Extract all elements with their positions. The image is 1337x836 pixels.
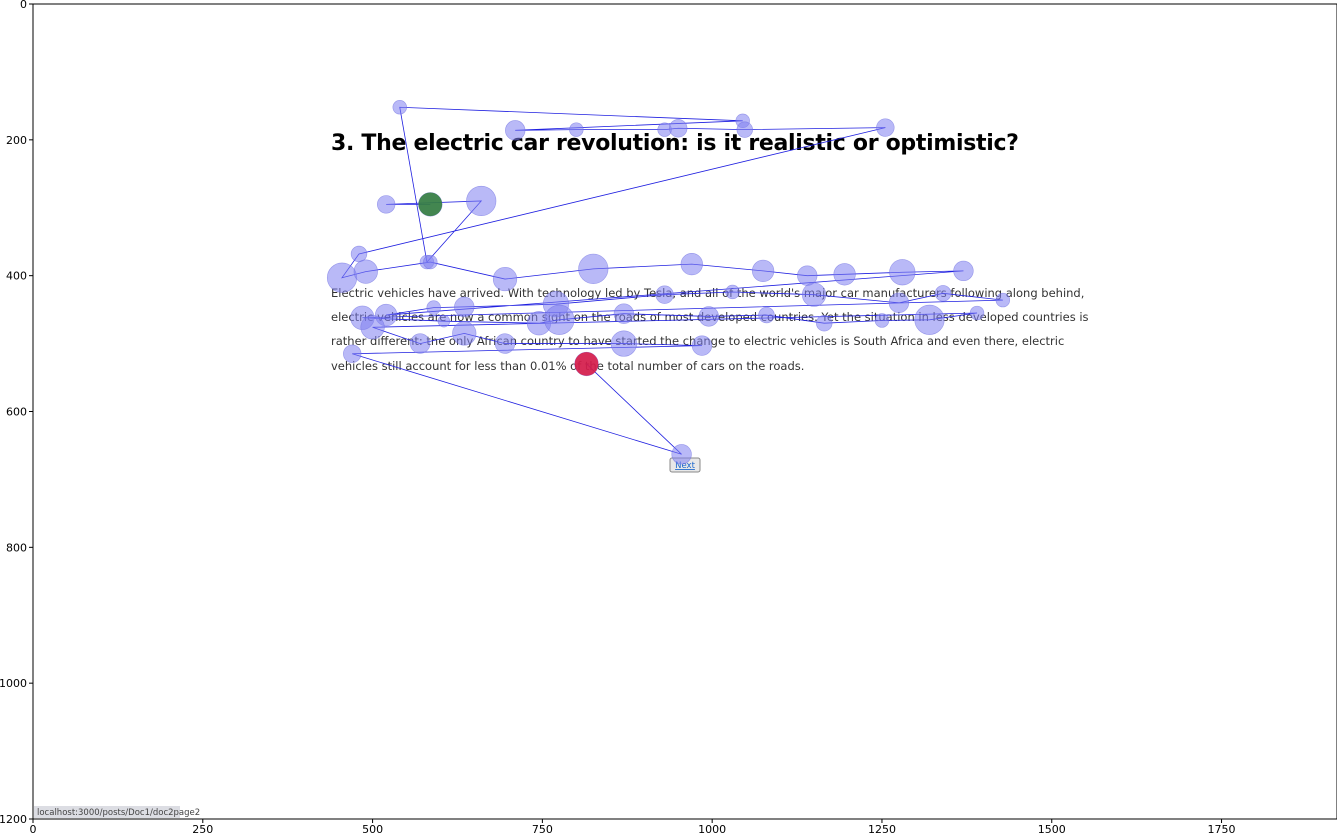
fixation-point xyxy=(466,185,497,217)
fixation-point xyxy=(454,296,475,318)
y-tick-label: 400 xyxy=(6,270,27,283)
fixation-point xyxy=(725,284,740,300)
x-tick-label: 1250 xyxy=(868,823,896,836)
fixation-point xyxy=(392,100,407,115)
fixation-point xyxy=(801,282,827,307)
x-tick-label: 500 xyxy=(362,823,383,836)
fixation-point xyxy=(360,315,385,340)
fixation-point xyxy=(423,254,438,270)
fixation-point xyxy=(797,265,818,286)
fixation-point xyxy=(544,304,575,335)
fixation-point xyxy=(610,330,637,357)
next-button-label[interactable]: Next xyxy=(675,461,695,471)
y-tick-label: 1000 xyxy=(0,677,27,690)
fixation-point xyxy=(613,303,635,324)
fixation-point xyxy=(669,119,688,138)
fixation-point xyxy=(698,306,719,327)
fixation-point xyxy=(833,263,856,286)
y-tick-label: 800 xyxy=(6,541,27,554)
y-tick-label: 1200 xyxy=(0,813,27,826)
start-fixation xyxy=(418,192,443,217)
fixation-point xyxy=(437,314,451,328)
fixation-point xyxy=(409,333,431,354)
fixation-point xyxy=(889,259,916,286)
fixation-point xyxy=(671,444,692,465)
fixation-point xyxy=(816,315,833,332)
fixation-point xyxy=(353,259,378,284)
fixation-point xyxy=(953,260,974,282)
fixation-point xyxy=(876,118,895,137)
fixation-point xyxy=(995,292,1011,308)
fixation-point xyxy=(452,321,477,346)
fixation-point xyxy=(934,285,952,302)
x-tick-label: 250 xyxy=(192,823,213,836)
fixation-point xyxy=(326,262,358,293)
fixation-point xyxy=(655,285,674,304)
fixation-point xyxy=(350,245,368,263)
fixation-point xyxy=(874,313,890,328)
paragraph-line-4: vehicles still account for less than 0.0… xyxy=(331,359,804,373)
fixation-point xyxy=(494,333,516,354)
fixation-point xyxy=(691,335,713,356)
end-fixation xyxy=(574,352,599,376)
fixation-point xyxy=(505,120,526,141)
fixation-point xyxy=(377,195,396,214)
fixation-point xyxy=(492,266,518,292)
fixation-point xyxy=(914,304,945,335)
x-tick-label: 750 xyxy=(532,823,553,836)
y-tick-label: 600 xyxy=(6,406,27,419)
y-tick-label: 0 xyxy=(20,0,27,11)
x-tick-label: 1000 xyxy=(698,823,726,836)
status-url: localhost:3000/posts/Doc1/doc2page2 xyxy=(37,808,200,818)
x-tick-label: 1500 xyxy=(1038,823,1066,836)
fixation-point xyxy=(569,122,584,137)
axis-ticks: 0 250 500 750 1000 1250 1500 1750 0 200 400 600 800 1… xyxy=(0,0,1236,836)
fixation-point xyxy=(426,300,441,315)
fixation-point xyxy=(969,305,985,321)
fixation-point xyxy=(736,121,753,138)
scanpath xyxy=(326,100,1011,465)
plot-frame xyxy=(32,3,1337,820)
status-bar xyxy=(34,806,180,818)
x-tick-label: 1750 xyxy=(1208,823,1236,836)
fixation-point xyxy=(343,344,362,363)
fixation-point xyxy=(680,252,703,276)
y-tick-label: 200 xyxy=(6,134,27,147)
fixation-point xyxy=(751,259,775,283)
fixation-point xyxy=(758,306,775,324)
fixation-point xyxy=(888,292,910,313)
x-tick-label: 0 xyxy=(30,823,37,836)
fixation-point xyxy=(578,253,609,284)
